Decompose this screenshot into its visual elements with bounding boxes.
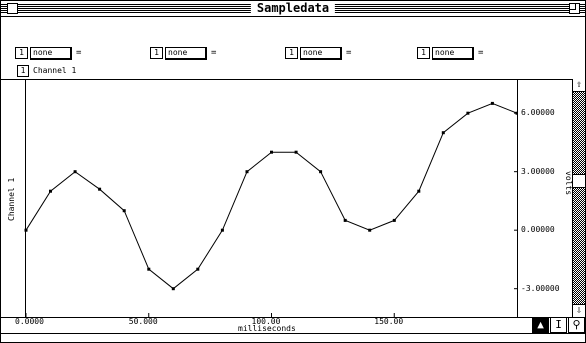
data-point <box>294 150 298 154</box>
channel-number-box[interactable]: 1 <box>417 47 430 59</box>
channel-control-2: 1 none = <box>150 46 217 60</box>
title-bar[interactable]: Sampledata <box>1 1 585 17</box>
x-tick-label: 150.00 <box>374 317 404 326</box>
close-box-icon[interactable] <box>7 3 18 14</box>
data-point <box>270 150 273 154</box>
data-point <box>441 131 445 135</box>
data-point <box>49 189 52 193</box>
x-axis-title: milliseconds <box>238 324 296 333</box>
y-tick-label: -3.00000 <box>521 283 560 293</box>
channel-number-box[interactable]: 1 <box>285 47 298 59</box>
x-tick-label: 0.0000 <box>15 317 44 326</box>
vertical-scrollbar[interactable]: ⇧ ⇩ <box>572 79 585 317</box>
magnifier-tool-icon[interactable]: ⚲ <box>568 317 585 333</box>
function-select[interactable]: none <box>165 46 207 60</box>
window-title: Sampledata <box>250 1 336 16</box>
arrow-tool-icon[interactable]: ▲ <box>532 317 549 333</box>
channel-number-box[interactable]: 1 <box>150 47 163 59</box>
scroll-down-arrow-icon[interactable]: ⇩ <box>573 304 585 317</box>
ibeam-tool-icon[interactable]: I <box>550 317 567 333</box>
zoom-box-icon[interactable] <box>569 3 580 14</box>
data-point <box>24 228 28 232</box>
channel-control-4: 1 none = <box>417 46 484 60</box>
channel-control-1: 1 none = <box>15 46 82 60</box>
data-point <box>319 170 323 174</box>
channel-number[interactable]: 1 <box>17 65 29 77</box>
bottom-border <box>1 333 585 334</box>
y-tick-label: 3.00000 <box>521 166 555 176</box>
x-tick-label: 100.00 <box>251 317 281 326</box>
series-line <box>25 102 517 290</box>
data-point <box>392 218 396 222</box>
data-point <box>343 218 347 222</box>
y-tick-label: 0.00000 <box>521 225 555 235</box>
function-select[interactable]: none <box>300 46 342 60</box>
function-select[interactable]: none <box>30 46 72 60</box>
plot-area[interactable] <box>1 1 517 317</box>
data-point <box>466 111 470 115</box>
channel-title: Channel 1 <box>33 66 77 75</box>
equals-label: = <box>76 48 82 58</box>
x-tick-label: 50.000 <box>128 317 158 326</box>
data-point <box>490 101 494 105</box>
channel-control-3: 1 none = <box>285 46 352 60</box>
plot-top-border <box>1 79 572 80</box>
scroll-up-arrow-icon[interactable]: ⇧ <box>573 79 585 92</box>
function-select[interactable]: none <box>432 46 474 60</box>
data-point <box>368 228 372 232</box>
data-point <box>220 228 224 232</box>
data-point <box>245 170 249 174</box>
left-axis-line <box>25 79 26 317</box>
data-point <box>147 267 151 271</box>
right-axis-line <box>517 79 518 317</box>
data-point <box>417 189 421 193</box>
data-point <box>171 287 175 291</box>
data-point <box>196 267 200 271</box>
equals-label: = <box>211 48 217 58</box>
data-point <box>73 170 77 174</box>
x-axis-line <box>1 317 572 318</box>
equals-label: = <box>478 48 484 58</box>
scroll-thumb[interactable] <box>573 174 585 188</box>
data-point <box>98 187 102 191</box>
equals-label: = <box>346 48 352 58</box>
data-point <box>122 209 126 213</box>
y-tick-label: 6.00000 <box>521 108 555 118</box>
channel-number-box[interactable]: 1 <box>15 47 28 59</box>
